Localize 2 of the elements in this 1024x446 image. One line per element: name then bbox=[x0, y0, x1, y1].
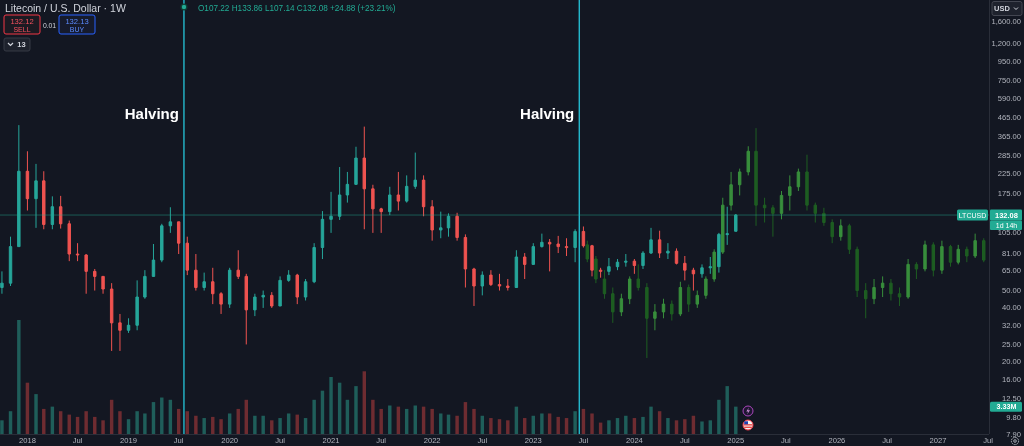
candlestick bbox=[0, 270, 4, 295]
bar bbox=[0, 420, 4, 434]
